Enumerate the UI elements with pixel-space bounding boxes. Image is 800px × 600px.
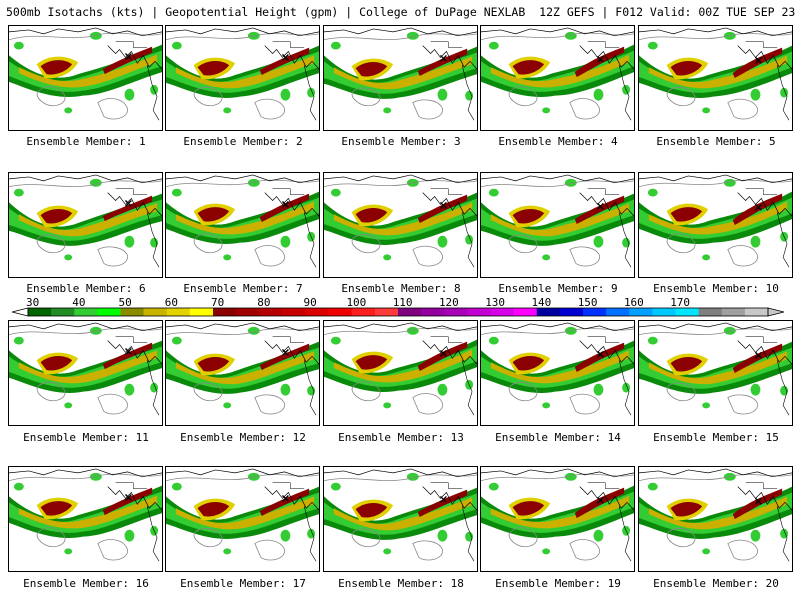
colorbar-tick-label: 30 [26, 297, 39, 309]
title-text: 500mb Isotachs (kts) | Geopotential Heig… [6, 5, 526, 19]
colorbar-swatch [259, 308, 283, 316]
ensemble-map-11 [8, 320, 163, 426]
ensemble-member-label: Ensemble Member: 11 [23, 431, 149, 444]
colorbar-swatch [421, 308, 445, 316]
colorbar-graphic: 30 40 50 60 70 80 90 100 110 120 130 140 150 160 170 [11, 297, 785, 317]
colorbar-swatch [305, 308, 329, 316]
ensemble-member-label: Ensemble Member: 15 [653, 431, 779, 444]
ensemble-member-label: Ensemble Member: 2 [183, 135, 303, 148]
ensemble-member-label: Ensemble Member: 5 [656, 135, 776, 148]
colorbar-right-arrow [767, 307, 785, 317]
colorbar-swatch [28, 308, 52, 316]
ensemble-member-label: Ensemble Member: 17 [180, 577, 306, 590]
ensemble-member-label: Ensemble Member: 12 [180, 431, 306, 444]
colorbar-tick-label: 160 [624, 297, 644, 309]
colorbar-tick-label: 140 [531, 297, 551, 309]
ensemble-map-9 [480, 172, 635, 278]
ensemble-map-16 [8, 466, 163, 572]
ensemble-member-label: Ensemble Member: 9 [498, 282, 618, 295]
isotach-colorbar: 30 40 50 60 70 80 90 100 110 120 130 140 150 160 170 [10, 297, 790, 319]
map-title: 500mb Isotachs (kts) | Geopotential Heig… [6, 5, 800, 19]
colorbar-tick-label: 170 [670, 297, 690, 309]
ensemble-map-15 [638, 320, 793, 426]
ensemble-member-label: Ensemble Member: 14 [495, 431, 621, 444]
colorbar-tick-label: 70 [211, 297, 224, 309]
colorbar-swatch [606, 308, 630, 316]
ensemble-map-18 [323, 466, 478, 572]
colorbar-swatch [374, 308, 399, 316]
ensemble-map-3 [323, 25, 478, 131]
ensemble-member-label: Ensemble Member: 19 [495, 577, 621, 590]
ensemble-member-label: Ensemble Member: 10 [653, 282, 779, 295]
colorbar-swatch [328, 308, 353, 316]
colorbar-tick-label: 80 [257, 297, 270, 309]
ensemble-map-14 [480, 320, 635, 426]
colorbar-tick-label: 50 [119, 297, 132, 309]
colorbar-swatch [490, 308, 514, 316]
ensemble-map-10 [638, 172, 793, 278]
ensemble-member-label: Ensemble Member: 6 [26, 282, 146, 295]
colorbar-swatch [351, 308, 376, 316]
ensemble-member-label: Ensemble Member: 3 [341, 135, 461, 148]
colorbar-swatch [744, 308, 769, 316]
ensemble-map-19 [480, 466, 635, 572]
ensemble-map-5 [638, 25, 793, 131]
ensemble-member-label: Ensemble Member: 1 [26, 135, 146, 148]
colorbar-tick-label: 120 [439, 297, 459, 309]
colorbar-swatch [444, 308, 468, 316]
colorbar-outline [27, 307, 769, 317]
colorbar-swatch [583, 308, 607, 316]
colorbar-swatch [513, 308, 538, 316]
colorbar-swatch [467, 308, 491, 316]
ensemble-map-8 [323, 172, 478, 278]
colorbar-swatch [97, 308, 121, 316]
ensemble-map-20 [638, 466, 793, 572]
colorbar-swatch [166, 308, 191, 316]
colorbar-tick-label: 90 [304, 297, 317, 309]
ensemble-map-6 [8, 172, 163, 278]
colorbar-left-arrow [11, 307, 29, 317]
colorbar-tick-label: 100 [346, 297, 366, 309]
ensemble-map-13 [323, 320, 478, 426]
colorbar-swatch [652, 308, 676, 316]
colorbar-swatch [721, 308, 746, 316]
colorbar-swatch [282, 308, 306, 316]
ensemble-member-label: Ensemble Member: 18 [338, 577, 464, 590]
colorbar-swatch [536, 308, 561, 316]
colorbar-swatch [698, 308, 723, 316]
ensemble-map-2 [165, 25, 320, 131]
colorbar-swatch [189, 308, 214, 316]
ensemble-member-label: Ensemble Member: 16 [23, 577, 149, 590]
ensemble-member-label: Ensemble Member: 20 [653, 577, 779, 590]
colorbar-swatch [675, 308, 699, 316]
colorbar-swatch [51, 308, 75, 316]
colorbar-tick-label: 110 [393, 297, 413, 309]
ensemble-map-1 [8, 25, 163, 131]
colorbar-swatch [74, 308, 98, 316]
ensemble-member-label: Ensemble Member: 7 [183, 282, 303, 295]
colorbar-swatch [120, 308, 144, 316]
colorbar-swatch [143, 308, 168, 316]
ensemble-map-12 [165, 320, 320, 426]
ensemble-member-label: Ensemble Member: 8 [341, 282, 461, 295]
colorbar-swatch [629, 308, 653, 316]
ensemble-map-17 [165, 466, 320, 572]
colorbar-tick-label: 150 [578, 297, 598, 309]
ensemble-map-7 [165, 172, 320, 278]
ensemble-map-4 [480, 25, 635, 131]
colorbar-swatch [559, 308, 584, 316]
ensemble-member-label: Ensemble Member: 13 [338, 431, 464, 444]
colorbar-swatch [236, 308, 260, 316]
ensemble-member-label: Ensemble Member: 4 [498, 135, 618, 148]
colorbar-swatch [398, 308, 422, 316]
colorbar-tick-label: 40 [72, 297, 85, 309]
colorbar-swatch [213, 308, 237, 316]
run-info-text: 12Z GEFS | F012 Valid: 00Z TUE SEP 23 20… [539, 5, 796, 19]
colorbar-tick-label: 60 [165, 297, 178, 309]
colorbar-tick-label: 130 [485, 297, 505, 309]
